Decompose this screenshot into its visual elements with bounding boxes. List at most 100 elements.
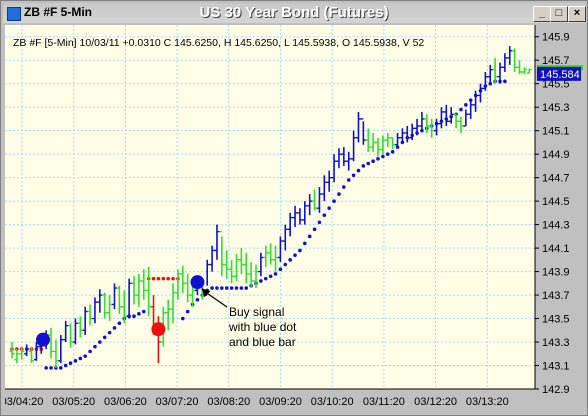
last-price-tag: 145.584: [537, 66, 581, 81]
x-tick-label: 03/11:20: [363, 396, 405, 408]
stop-dot: [337, 192, 341, 196]
price-tag-text: 145.584: [540, 69, 580, 81]
stop-dot: [132, 314, 136, 319]
stop-dot: [107, 330, 112, 335]
stop-dot: [161, 276, 166, 281]
stop-dot: [342, 185, 346, 189]
x-tick-label: 03/13:20: [466, 396, 509, 408]
x-tick-label: 03/08:20: [207, 396, 250, 408]
stop-dot: [93, 344, 97, 349]
y-tick-label: 143.1: [542, 361, 570, 373]
stop-dot: [98, 340, 102, 344]
stop-dot: [171, 276, 175, 281]
stop-dot: [102, 335, 107, 340]
y-tick-label: 143.7: [542, 290, 570, 302]
x-tick-label: 03/06:20: [104, 396, 147, 408]
y-tick-label: 144.5: [542, 196, 570, 208]
y-tick-label: 145.9: [542, 32, 570, 44]
stop-dot: [259, 279, 263, 283]
stop-dot: [229, 286, 234, 290]
stop-dot: [244, 286, 249, 290]
chart-area[interactable]: 142.9 143.1 143.3 143.5 143.7 143.9 144.1 144.3…: [1, 25, 583, 411]
y-tick-label: 144.7: [542, 173, 570, 185]
stop-dot: [59, 366, 63, 370]
y-tick-label: 142.9: [542, 384, 570, 396]
stop-dot: [151, 276, 156, 281]
window-title: ZB #F 5-Min: [24, 5, 92, 19]
stop-dot: [88, 349, 92, 354]
minimize-button[interactable]: _: [533, 6, 551, 22]
stop-dot: [117, 321, 122, 326]
price-chart[interactable]: 142.9 143.1 143.3 143.5 143.7 143.9 144.1 144.3…: [1, 25, 583, 411]
maximize-button[interactable]: □: [550, 6, 568, 22]
x-tick-label: 03/05:20: [52, 396, 95, 408]
stop-dot: [137, 312, 141, 316]
stop-dot: [268, 274, 273, 279]
price-tag-background: [537, 66, 581, 81]
stop-dot: [376, 157, 380, 161]
stop-dot: [63, 363, 68, 368]
annotation-line-3: and blue bar: [229, 335, 296, 349]
entry-signal-dot: [36, 332, 50, 347]
close-button[interactable]: ×: [568, 6, 586, 22]
stop-dot: [44, 366, 48, 370]
stop-dot: [317, 220, 322, 225]
y-tick-label: 143.5: [542, 314, 570, 326]
stop-dot: [224, 286, 229, 290]
stop-dot: [322, 213, 327, 218]
annotation-line-1: Buy signal: [229, 305, 284, 319]
x-tick-label: 03/10:20: [311, 396, 354, 408]
stop-dot: [185, 309, 190, 314]
stop-dot: [288, 258, 292, 262]
stop-dot: [141, 309, 146, 314]
x-tick-label: 03/09:20: [259, 396, 302, 408]
stop-dot: [68, 361, 73, 365]
stop-dot: [346, 178, 351, 182]
stop-dot: [278, 267, 283, 272]
stop-dot: [385, 152, 390, 156]
info-line: ZB #F [5-Min] 10/03/11 +0.0310 C 145.625…: [13, 37, 424, 49]
y-tick-label: 143.3: [542, 337, 570, 349]
annotation-arrowhead: [201, 288, 211, 298]
stop-dot: [195, 297, 200, 302]
stop-dot: [112, 326, 117, 330]
y-tick-label: 144.1: [542, 243, 570, 255]
stop-dot: [166, 276, 170, 281]
x-axis: 03/04:20 03/05:20 03/06:20 03/07:20 03/08:20…: [1, 388, 535, 408]
stop-dot: [464, 103, 468, 107]
stop-dot: [220, 286, 224, 290]
stop-dot: [327, 206, 332, 210]
stop-dot: [293, 253, 297, 257]
stop-dot: [83, 354, 87, 358]
y-axis: 142.9 143.1 143.3 143.5 143.7 143.9 144.1 144.3…: [534, 25, 570, 396]
stop-dot: [371, 159, 375, 164]
x-tick-label: 03/04:20: [5, 396, 43, 408]
price-bars: [9, 46, 532, 368]
stop-dot: [73, 359, 78, 363]
chart-app-icon: [7, 7, 21, 21]
stop-dot: [273, 272, 278, 276]
y-tick-label: 143.9: [542, 267, 570, 279]
stop-dot: [503, 79, 507, 84]
stop-dot: [361, 164, 366, 168]
stop-dot: [283, 262, 288, 267]
y-tick-label: 145.5: [542, 79, 570, 91]
stop-dot: [263, 276, 268, 281]
buy-signal-dot: [190, 275, 205, 290]
stop-dot: [468, 98, 473, 102]
stop-dot: [49, 366, 53, 370]
plot-background: [5, 25, 535, 389]
stop-dot: [215, 286, 219, 290]
stop-dot: [332, 199, 336, 203]
stop-dot: [459, 107, 463, 112]
title-bar[interactable]: ZB #F 5-Min US 30 Year Bond (Futures) _ …: [3, 3, 586, 23]
y-tick-label: 145.1: [542, 126, 570, 138]
annotation-line-2: with blue dot: [228, 320, 297, 334]
x-tick-label: 03/07:20: [156, 396, 199, 408]
stop-dot: [234, 286, 239, 290]
buy-signal-annotation: Buy signal with blue dot and blue bar: [201, 288, 297, 349]
annotation-arrow: [205, 291, 228, 308]
y-tick-label: 144.3: [542, 220, 570, 232]
y-tick-label: 145.7: [542, 55, 570, 67]
